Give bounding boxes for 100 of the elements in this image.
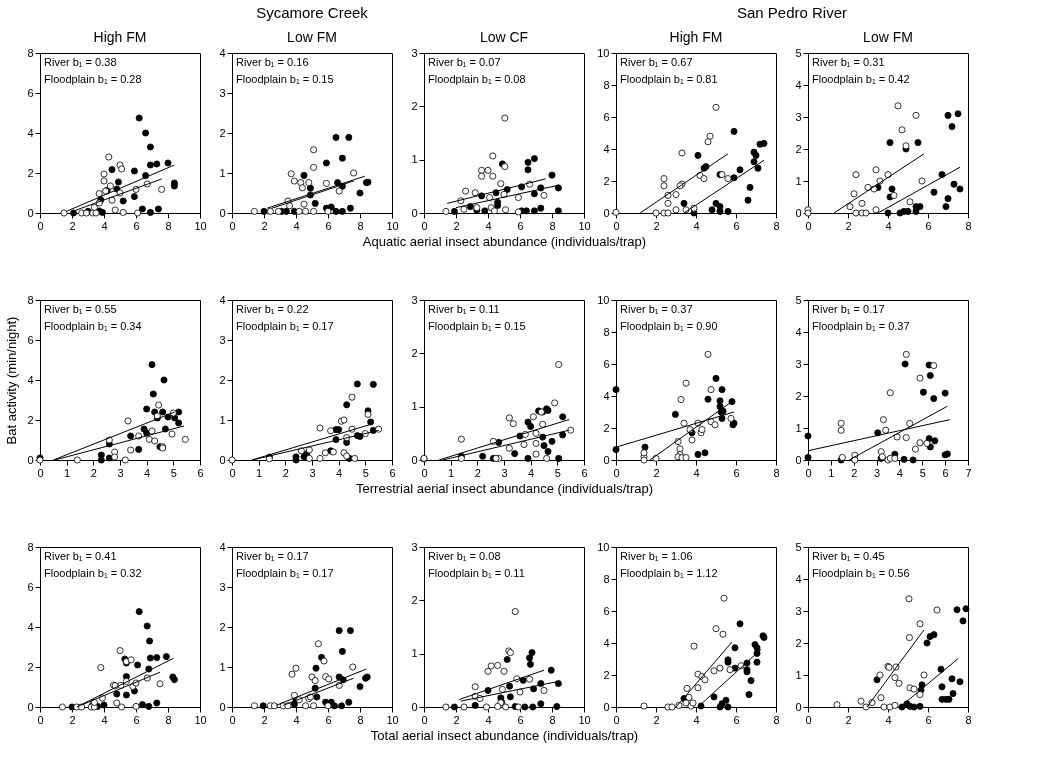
y-tick-label: 1 [219,166,226,179]
annotation: River b₁ = 1.06 [620,550,693,562]
x-tick-label: 2 [282,466,289,479]
annotation: Floodplain b₁ = 0.11 [428,567,525,579]
annotation: River b₁ = 0.37 [620,303,693,315]
x-tick-label: 2 [851,466,858,479]
y-tick-label: 0 [27,206,34,219]
x-tick-label: 0 [421,219,428,232]
x-tick-label: 4 [885,713,892,726]
y-tick-label: 3 [219,333,226,346]
x-tick-label: 3 [874,466,881,479]
y-tick-label: 8 [27,293,34,306]
y-tick-label: 2 [219,620,226,633]
y-tick-label: 3 [411,46,418,59]
x-tick-label: 5 [362,466,369,479]
x-tick-label: 4 [101,219,108,232]
x-tick-label: 10 [386,219,399,232]
x-tick-label: 7 [965,466,972,479]
y-tick-label: 0 [411,206,418,219]
y-tick-label: 5 [795,293,802,306]
y-tick-label: 3 [795,357,802,370]
y-tick-label: 1 [411,647,418,660]
y-tick-label: 0 [219,453,226,466]
annotation: River b₁ = 0.55 [44,303,117,315]
x-axis-title: Total aerial insect abundance (individuals/trap) [370,727,639,743]
annotation: Floodplain b₁ = 1.12 [620,567,718,579]
x-tick-label: 6 [325,219,332,232]
x-tick-label: 4 [293,713,300,726]
x-tick-label: 2 [845,713,852,726]
x-tick-label: 2 [845,219,852,232]
x-tick-label: 4 [885,219,892,232]
y-tick-label: 2 [411,593,418,606]
chart-subtitle: High FM [669,29,723,45]
x-tick-label: 2 [261,713,268,726]
y-tick-label: 4 [219,540,226,553]
y-tick-label: 1 [795,668,802,681]
x-tick-label: 0 [229,219,236,232]
y-tick-label: 2 [219,126,226,139]
y-tick-label: 3 [411,540,418,553]
y-tick-label: 2 [795,389,802,402]
chart-title: San Pedro River [736,4,848,21]
x-tick-label: 8 [357,219,364,232]
y-tick-label: 0 [603,206,610,219]
x-tick-label: 6 [581,466,588,479]
annotation: Floodplain b₁ = 0.17 [236,320,334,332]
annotation: Floodplain b₁ = 0.17 [236,567,334,579]
x-tick-label: 4 [693,219,700,232]
annotation: River b₁ = 0.41 [44,550,117,562]
x-tick-label: 10 [578,219,591,232]
x-tick-label: 10 [578,713,591,726]
y-tick-label: 4 [603,142,610,155]
y-tick-label: 4 [27,620,34,633]
y-tick-label: 0 [603,453,610,466]
x-tick-label: 1 [256,466,263,479]
x-tick-label: 8 [165,219,172,232]
annotation: River b₁ = 0.22 [236,303,309,315]
y-tick-label: 1 [219,660,226,673]
y-tick-label: 2 [795,636,802,649]
y-tick-label: 6 [27,86,34,99]
x-tick-label: 2 [69,713,76,726]
x-tick-label: 0 [229,466,236,479]
x-tick-label: 6 [517,219,524,232]
y-tick-label: 1 [219,413,226,426]
y-tick-label: 0 [219,700,226,713]
y-tick-label: 6 [27,580,34,593]
chart-subtitle: High FM [93,29,147,45]
annotation: Floodplain b₁ = 0.42 [812,73,910,85]
x-tick-label: 2 [453,713,460,726]
y-tick-label: 3 [795,110,802,123]
x-tick-label: 5 [919,466,926,479]
chart-subtitle: Low FM [287,29,337,45]
annotation: Floodplain b₁ = 0.37 [812,320,910,332]
x-tick-label: 0 [805,219,812,232]
x-tick-label: 10 [194,713,207,726]
x-tick-label: 4 [485,713,492,726]
y-tick-label: 6 [27,333,34,346]
annotation: Floodplain b₁ = 0.34 [44,320,142,332]
y-tick-label: 10 [597,293,610,306]
annotation: River b₁ = 0.17 [236,550,309,562]
x-tick-label: 6 [733,219,740,232]
x-tick-label: 2 [453,219,460,232]
y-tick-label: 8 [603,572,610,585]
annotation: Floodplain b₁ = 0.32 [44,567,142,579]
y-tick-label: 4 [219,46,226,59]
annotation: River b₁ = 0.11 [428,303,500,315]
x-tick-label: 8 [773,713,780,726]
annotation: Floodplain b₁ = 0.15 [236,73,334,85]
y-tick-label: 6 [603,110,610,123]
x-tick-label: 4 [293,219,300,232]
annotation: River b₁ = 0.17 [812,303,885,315]
x-tick-label: 0 [37,466,44,479]
y-tick-label: 0 [795,453,802,466]
x-tick-label: 6 [942,466,949,479]
y-tick-label: 1 [795,174,802,187]
x-tick-label: 4 [896,466,903,479]
x-tick-label: 4 [336,466,343,479]
x-tick-label: 0 [421,466,428,479]
y-tick-label: 4 [795,78,802,91]
y-tick-label: 0 [219,206,226,219]
annotation: Floodplain b₁ = 0.28 [44,73,142,85]
